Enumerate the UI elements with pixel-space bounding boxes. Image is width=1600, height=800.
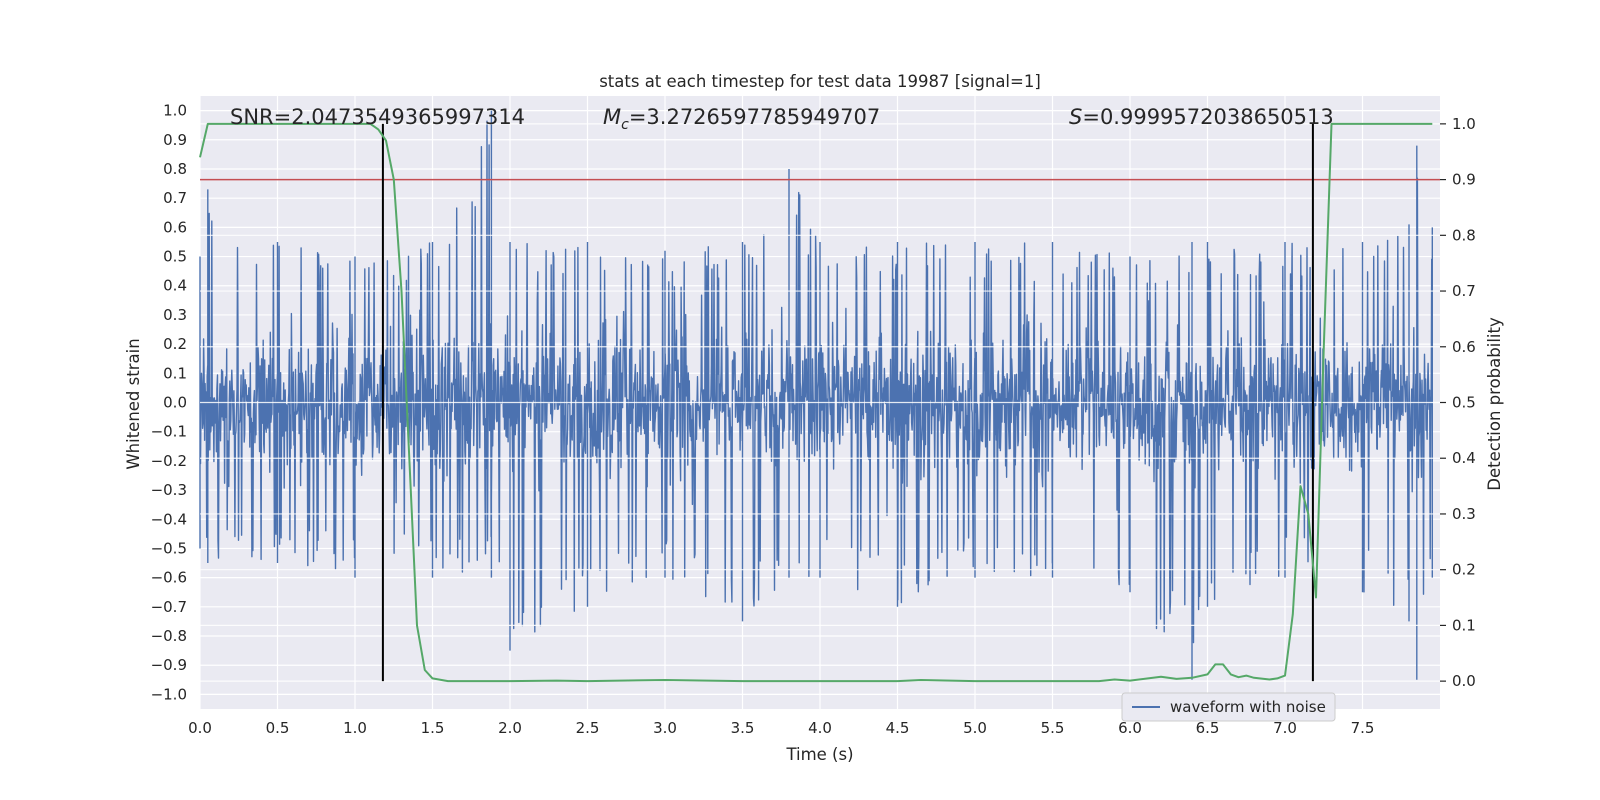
- legend-label: waveform with noise: [1170, 698, 1326, 716]
- x-tick-label: 5.5: [1041, 719, 1065, 737]
- x-tick-label: 6.0: [1118, 719, 1142, 737]
- y-tick-label-left: −0.4: [151, 510, 187, 528]
- y-tick-label-left: −0.2: [151, 452, 187, 470]
- x-tick-label: 4.0: [808, 719, 832, 737]
- y-tick-label-right: 0.9: [1452, 171, 1476, 189]
- y-ticks-right: 1.0 0.9 0.8 0.7 0.6 0.5 0.4 0.3 0.2 0.1 0.0: [1440, 115, 1476, 690]
- y-tick-label-left: −0.7: [151, 598, 187, 616]
- y-ticks-left: 1.0 0.9 0.8 0.7 0.6 0.5 0.4 0.3 0.2 0.1 0.0 −0.1 −0.…: [151, 102, 187, 704]
- legend-box: [1121, 692, 1336, 722]
- x-ticks: 0.0 0.5 1.0 1.5 2.0 2.5 3.0 3.5 4.0 4.5 5.0 5.5 6.0 6…: [188, 719, 1374, 737]
- x-tick-label: 6.5: [1196, 719, 1220, 737]
- y-tick-label-right: 0.7: [1452, 282, 1476, 300]
- x-tick-label: 2.5: [576, 719, 600, 737]
- x-tick-label: 3.0: [653, 719, 677, 737]
- x-tick-label: 3.5: [731, 719, 755, 737]
- y-tick-label-left: 0.2: [163, 335, 187, 353]
- y-tick-label-left: −0.9: [151, 656, 187, 674]
- event-lines: [381, 123, 1314, 682]
- y-tick-label-left: −0.1: [151, 423, 187, 441]
- y-tick-label-left: 0.6: [163, 218, 187, 236]
- y-tick-label-left: 1.0: [163, 102, 187, 120]
- y-tick-label-left: −0.5: [151, 539, 187, 557]
- y-tick-label-right: 0.3: [1452, 505, 1476, 523]
- x-tick-label: 0.5: [266, 719, 290, 737]
- chirp-mass-symbol: M: [603, 105, 621, 129]
- x-tick-label: 5.0: [963, 719, 987, 737]
- y-tick-label-right: 0.5: [1452, 394, 1476, 412]
- y-tick-label-left: 0.1: [163, 364, 187, 382]
- chirp-mass-subscript: c: [621, 117, 629, 133]
- score-annotation: S=0.9999572038650513: [1069, 105, 1334, 129]
- y-tick-label-right: 0.0: [1452, 672, 1476, 690]
- y-tick-label-right: 0.4: [1452, 449, 1476, 467]
- y-tick-label-left: −1.0: [151, 685, 187, 703]
- x-tick-label: 1.0: [343, 719, 367, 737]
- x-tick-label: 7.5: [1351, 719, 1375, 737]
- y-tick-label-left: 0.3: [163, 306, 187, 324]
- chart-title: stats at each timestep for test data 199…: [599, 72, 1041, 91]
- x-tick-label: 4.5: [886, 719, 910, 737]
- score-value: =0.9999572038650513: [1082, 105, 1333, 129]
- chirp-mass-value: =3.2726597785949707: [629, 105, 880, 129]
- y-tick-label-left: 0.8: [163, 160, 187, 178]
- x-tick-label: 0.0: [188, 719, 212, 737]
- y-axis-label-left: Whitened strain: [124, 338, 143, 469]
- probability-series: [199, 122, 1433, 683]
- x-tick-label: 1.5: [421, 719, 445, 737]
- y-tick-label-left: 0.0: [163, 394, 187, 412]
- y-tick-label-right: 1.0: [1452, 115, 1476, 133]
- x-axis-label: Time (s): [785, 745, 853, 764]
- waveform-line: [199, 110, 1433, 680]
- chirp-mass-annotation: Mc=3.2726597785949707: [603, 105, 880, 133]
- legend: waveform with noise: [1121, 692, 1336, 722]
- x-tick-label: 7.0: [1273, 719, 1297, 737]
- y-tick-label-left: 0.5: [163, 248, 187, 266]
- probability-line: [199, 122, 1433, 683]
- score-symbol: S: [1069, 105, 1082, 129]
- y-tick-label-left: −0.8: [151, 627, 187, 645]
- y-axis-label-right: Detection probability: [1485, 317, 1504, 491]
- y-tick-label-left: −0.3: [151, 481, 187, 499]
- y-tick-label-right: 0.8: [1452, 226, 1476, 244]
- y-tick-label-right: 0.2: [1452, 561, 1476, 579]
- y-tick-label-left: 0.7: [163, 189, 187, 207]
- y-tick-label-left: −0.6: [151, 569, 187, 587]
- snr-annotation: SNR=2.0473549365997314: [230, 105, 525, 129]
- y-tick-label-right: 0.1: [1452, 616, 1476, 634]
- x-tick-label: 2.0: [498, 719, 522, 737]
- y-tick-label-left: 0.9: [163, 131, 187, 149]
- y-tick-label-right: 0.6: [1452, 338, 1476, 356]
- y-tick-label-left: 0.4: [163, 277, 187, 295]
